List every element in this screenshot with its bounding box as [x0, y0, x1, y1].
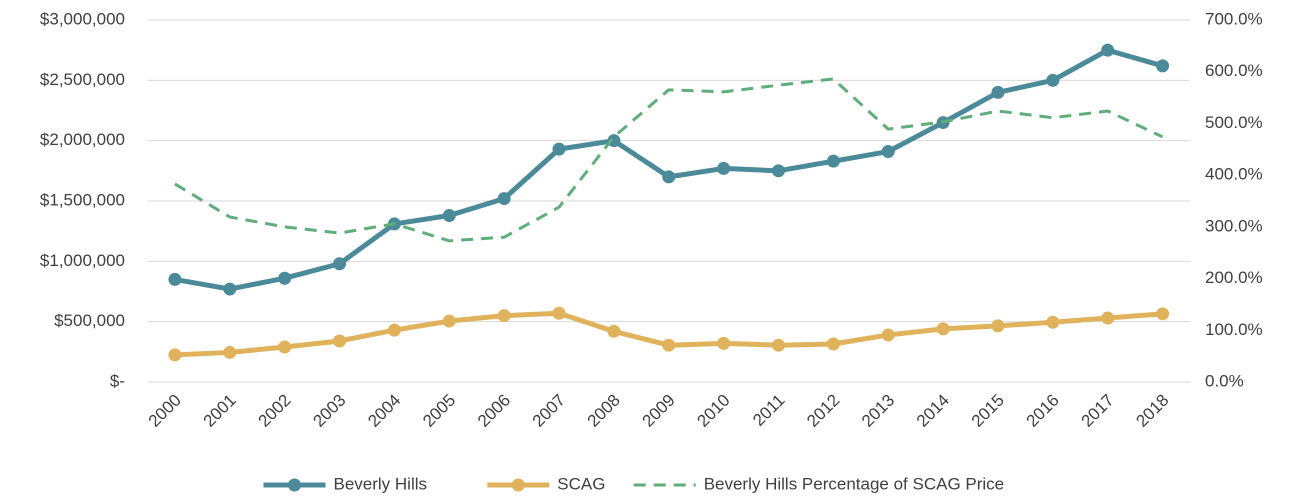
data-point — [881, 145, 895, 159]
x-tick-label: 2016 — [1023, 391, 1063, 431]
data-point — [333, 257, 347, 271]
data-point — [717, 161, 731, 175]
x-tick-label: 2008 — [584, 391, 624, 431]
x-tick-label: 2014 — [913, 391, 953, 431]
data-point — [497, 192, 511, 206]
y2-tick-label: 100.0% — [1205, 320, 1263, 339]
legend-marker — [288, 478, 301, 492]
data-point — [1156, 307, 1170, 321]
x-tick-label: 2006 — [474, 391, 514, 431]
data-point — [1101, 311, 1115, 325]
data-point — [607, 134, 621, 148]
y2-tick-label: 400.0% — [1205, 165, 1263, 184]
data-point — [826, 154, 840, 168]
data-point — [442, 314, 456, 328]
x-tick-label: 2007 — [529, 391, 569, 431]
x-tick-label: 2001 — [200, 391, 240, 431]
y-tick-label: $- — [110, 371, 125, 390]
data-point — [1101, 43, 1115, 57]
y-tick-label: $500,000 — [54, 311, 125, 330]
data-point — [607, 324, 621, 338]
data-point — [442, 208, 456, 222]
data-point — [168, 348, 182, 362]
data-point — [991, 85, 1005, 99]
x-tick-label: 2011 — [749, 391, 788, 430]
data-point — [662, 170, 676, 184]
y-tick-label: $2,000,000 — [40, 130, 125, 149]
y-tick-label: $3,000,000 — [40, 9, 125, 28]
y2-tick-label: 600.0% — [1205, 61, 1263, 80]
data-point — [223, 282, 237, 296]
y-tick-label: $1,000,000 — [40, 251, 125, 270]
x-tick-label: 2013 — [858, 391, 898, 431]
data-point — [333, 334, 347, 348]
series-line — [174, 77, 1164, 243]
data-point — [662, 338, 676, 352]
y2-tick-label: 200.0% — [1205, 268, 1263, 287]
x-tick-label: 2012 — [803, 391, 843, 431]
x-tick-label: 2005 — [419, 391, 459, 431]
legend-marker — [511, 478, 525, 492]
y-tick-label: $2,500,000 — [40, 70, 125, 89]
data-point — [881, 328, 895, 342]
x-tick-label: 2004 — [364, 391, 404, 431]
data-point — [387, 323, 401, 337]
y2-tick-label: 500.0% — [1205, 113, 1263, 132]
legend-label: Beverly Hills — [334, 474, 428, 493]
y-tick-label: $1,500,000 — [40, 190, 125, 209]
data-point — [1156, 59, 1170, 73]
x-tick-label: 2003 — [309, 391, 349, 431]
data-point — [278, 271, 292, 285]
data-point — [771, 338, 785, 352]
x-tick-label: 2018 — [1132, 391, 1172, 431]
y2-tick-label: 700.0% — [1205, 9, 1263, 28]
data-point — [991, 319, 1005, 333]
data-point — [1046, 73, 1060, 87]
x-tick-label: 2000 — [145, 391, 185, 431]
data-point — [936, 322, 950, 336]
series-line — [174, 47, 1164, 292]
legend-label: SCAG — [557, 474, 605, 493]
data-point — [223, 345, 237, 359]
data-point — [552, 142, 566, 156]
y2-tick-label: 300.0% — [1205, 216, 1263, 235]
data-point — [826, 337, 840, 351]
data-point — [771, 164, 785, 178]
legend-label: Beverly Hills Percentage of SCAG Price — [704, 474, 1004, 493]
data-point — [717, 336, 731, 350]
y2-tick-label: 0.0% — [1205, 371, 1244, 390]
x-tick-label: 2017 — [1078, 391, 1118, 431]
x-tick-label: 2015 — [968, 391, 1008, 431]
x-tick-label: 2009 — [639, 391, 679, 431]
data-point — [278, 340, 292, 354]
x-tick-label: 2010 — [693, 391, 733, 431]
data-point — [552, 306, 566, 320]
data-point — [1046, 315, 1060, 329]
data-point — [168, 272, 182, 286]
data-point — [497, 309, 511, 323]
x-tick-label: 2002 — [254, 391, 294, 431]
